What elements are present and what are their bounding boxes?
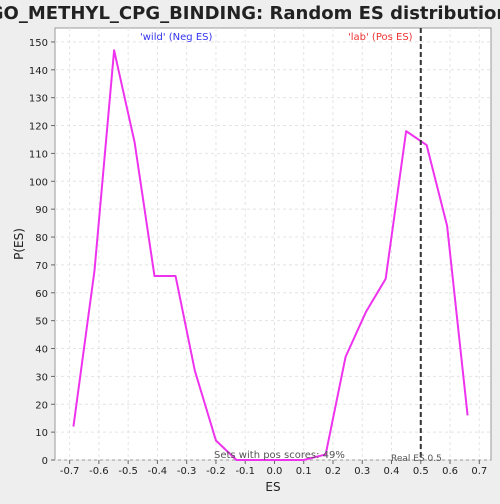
y-tick-label: 60: [35, 289, 48, 300]
y-tick-label: 70: [35, 261, 48, 272]
y-tick-label: 0: [42, 456, 48, 467]
x-tick-label: -0.5: [118, 466, 138, 477]
y-tick-label: 110: [29, 149, 48, 160]
x-tick-label: -0.1: [235, 466, 255, 477]
y-tick-label: 130: [29, 94, 48, 105]
y-tick-label: 150: [29, 38, 48, 49]
y-tick-label: 100: [29, 177, 48, 188]
x-tick-label: 0.0: [267, 466, 283, 477]
y-tick-label: 30: [35, 372, 48, 383]
series-layer: [72, 49, 469, 461]
y-tick-label: 40: [35, 345, 48, 356]
es-distribution-line: [72, 49, 469, 461]
x-tick-label: -0.2: [206, 466, 226, 477]
plot-area: [54, 27, 492, 461]
y-axis-label: P(ES): [12, 228, 26, 260]
x-tick-label: 0.1: [296, 466, 312, 477]
chart-title: GO_METHYL_CPG_BINDING: Random ES distrib…: [0, 3, 500, 24]
pos-es-annotation: 'lab' (Pos ES): [348, 32, 413, 43]
real-es-label: Real ES 0.5: [391, 454, 442, 464]
y-tick-label: 120: [29, 122, 48, 133]
x-tick-label: 0.6: [442, 466, 458, 477]
y-tick-label: 50: [35, 317, 48, 328]
neg-es-annotation: 'wild' (Neg ES): [140, 32, 212, 43]
x-tick-label: -0.7: [60, 466, 80, 477]
x-tick-label: -0.3: [177, 466, 197, 477]
x-tick-label: -0.6: [89, 466, 109, 477]
axes: 0 10 20 30 40 50 60 70 80 90 100 110 120 130 140 150 -0.…: [29, 38, 487, 477]
x-tick-label: 0.2: [325, 466, 341, 477]
x-axis-label: ES: [265, 480, 280, 494]
y-tick-label: 90: [35, 205, 48, 216]
y-tick-label: 20: [35, 400, 48, 411]
x-tick-label: 0.5: [413, 466, 429, 477]
x-tick-label: 0.4: [384, 466, 400, 477]
x-tick-label: 0.7: [471, 466, 487, 477]
x-tick-label: -0.4: [148, 466, 168, 477]
y-tick-label: 10: [35, 428, 48, 439]
y-tick-label: 140: [29, 66, 48, 77]
pos-scores-footer: Sets with pos scores: 49%: [214, 450, 345, 461]
x-tick-label: 0.3: [354, 466, 370, 477]
y-tick-label: 80: [35, 233, 48, 244]
